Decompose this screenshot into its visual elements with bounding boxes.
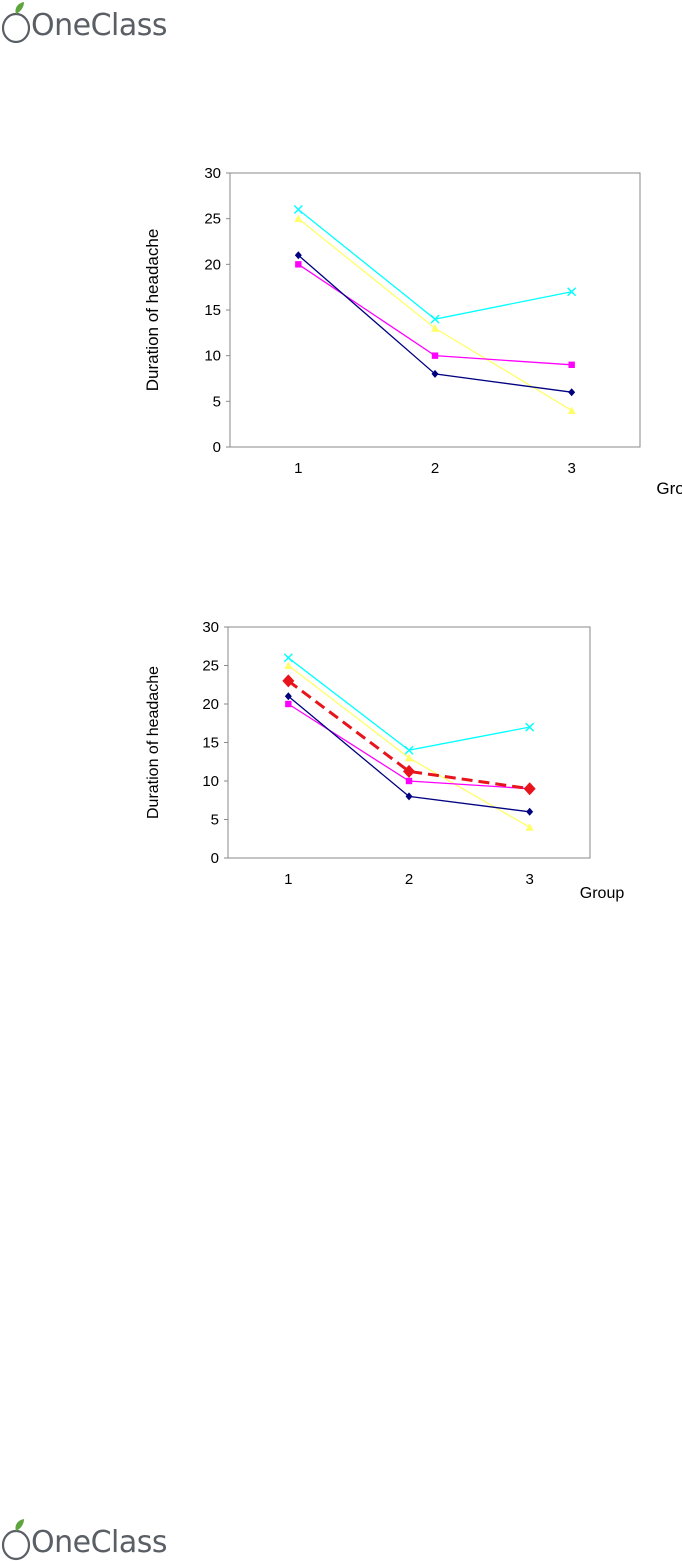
apple-leaf-icon [1,1519,31,1561]
data-point [293,205,303,215]
logo-text: OneClass [31,1525,168,1560]
x-tick-label: 1 [284,871,292,888]
y-axis-label: Duration of headache [143,229,162,392]
data-point [295,261,302,268]
data-point [430,314,440,324]
y-tick-label: 15 [204,302,221,319]
y-tick-label: 30 [202,619,219,636]
data-point [431,324,439,332]
data-point [283,653,293,663]
headache-chart-1: 0 5 10 15 20 25 30 1 2 3 Duration of headache Group [140,160,682,505]
data-point [285,700,292,708]
data-point [567,287,577,297]
data-point [282,674,295,688]
y-tick-label: 10 [202,773,219,790]
data-point [526,807,534,816]
y-tick-label: 5 [213,393,221,410]
data-point [294,214,303,223]
series-2 [294,214,576,414]
oneclass-logo-footer: OneClass [0,1517,168,1561]
chart-1-svg: 0 5 10 15 20 25 30 1 2 3 Duration of headache Group [143,165,682,498]
data-point [284,661,293,669]
y-tick-label: 30 [204,165,221,182]
data-point [525,722,535,732]
data-point [568,388,576,397]
y-tick-label: 0 [211,850,219,867]
logo-text: OneClass [31,8,168,43]
series-1 [283,653,535,755]
headache-chart-2: 0 5 10 15 20 25 30 1 2 3 Duration of headache Group [140,615,640,910]
y-axis-label: Duration of headache [145,666,162,819]
x-tick-label: 1 [294,460,302,477]
chart-2-svg: 0 5 10 15 20 25 30 1 2 3 Duration of headache Group [145,619,625,902]
y-tick-label: 25 [202,658,219,675]
y-tick-label: 20 [202,696,219,713]
data-point [404,745,414,755]
y-tick-label: 25 [204,211,221,228]
data-point [568,361,575,368]
y-tick-label: 20 [204,256,221,273]
data-point [567,406,576,414]
series-5 [282,674,536,796]
data-point [294,251,302,260]
data-point [523,782,536,796]
x-tick-label: 3 [525,871,533,888]
data-point [405,777,413,785]
x-tick-label: 2 [405,871,413,888]
x-tick-label: 3 [567,460,575,477]
plot-area [227,626,591,859]
oneclass-logo: OneClass [0,0,168,44]
x-tick-label: 2 [431,460,439,477]
series-4 [294,251,576,397]
apple-leaf-icon [1,2,31,44]
data-point [431,369,439,378]
series-1 [293,205,577,324]
plot-area [229,172,641,448]
data-point [431,352,439,359]
data-point [405,753,413,762]
x-axis-label: Group [580,885,625,902]
data-point [403,764,415,778]
x-axis-label: Group [656,479,682,498]
y-tick-label: 15 [202,735,219,752]
data-point [284,692,292,701]
y-tick-label: 10 [204,348,221,365]
data-point [525,823,534,831]
data-point [405,792,413,801]
y-tick-label: 5 [211,812,219,829]
series-4 [284,692,534,816]
y-tick-label: 0 [213,439,221,456]
series-2 [284,661,534,831]
